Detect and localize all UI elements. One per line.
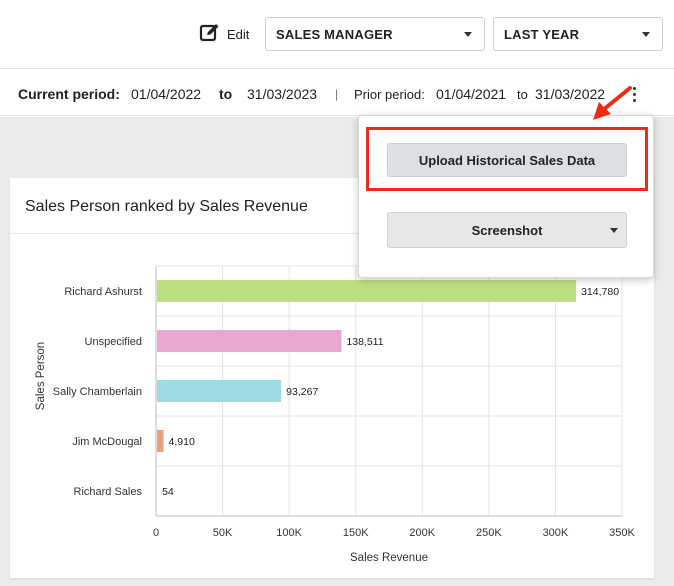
data-label: 4,910	[169, 436, 195, 448]
x-tick-label: 150K	[343, 527, 369, 539]
bar	[157, 280, 577, 302]
x-tick-label: 200K	[409, 527, 435, 539]
chevron-down-icon	[464, 32, 472, 37]
period-select[interactable]: LAST YEAR	[493, 17, 663, 51]
current-period-start: 01/04/2022	[131, 86, 202, 102]
y-tick-label: Unspecified	[85, 336, 142, 348]
bar	[157, 330, 342, 352]
current-period-label: Current period:	[18, 86, 120, 102]
more-options-icon[interactable]	[629, 85, 641, 103]
x-tick-label: 250K	[476, 527, 502, 539]
chevron-down-icon	[642, 32, 650, 37]
x-tick-label: 50K	[213, 527, 233, 539]
period-bar: Current period: 01/04/2022 to 31/03/2023…	[0, 68, 674, 116]
role-select[interactable]: SALES MANAGER	[265, 17, 485, 51]
current-period-end: 31/03/2023	[247, 86, 318, 102]
y-tick-label: Richard Sales	[74, 486, 143, 498]
x-tick-label: 300K	[543, 527, 569, 539]
data-label: 93,267	[286, 386, 318, 398]
period-separator: |	[335, 87, 339, 101]
x-tick-label: 350K	[609, 527, 635, 539]
data-label: 138,511	[346, 336, 383, 348]
x-axis-title: Sales Revenue	[350, 552, 428, 564]
upload-button-label: Upload Historical Sales Data	[418, 152, 596, 168]
bar	[157, 430, 164, 452]
options-popup: Upload Historical Sales Data Screenshot	[358, 115, 654, 278]
prior-period-end: 31/03/2022	[535, 86, 606, 102]
y-axis-title: Sales Person	[35, 342, 47, 410]
card-divider	[10, 233, 654, 234]
prior-period-to: to	[517, 87, 528, 102]
x-tick-label: 100K	[276, 527, 302, 539]
prior-period-start: 01/04/2021	[436, 86, 507, 102]
chevron-down-icon	[610, 228, 618, 233]
period-select-value: LAST YEAR	[504, 26, 580, 42]
screenshot-button-label: Screenshot	[471, 222, 543, 238]
upload-historical-sales-button[interactable]: Upload Historical Sales Data	[387, 143, 627, 177]
bar	[157, 380, 282, 402]
edit-label: Edit	[227, 26, 250, 42]
x-tick-label: 0	[153, 527, 159, 539]
y-tick-label: Richard Ashurst	[64, 286, 142, 298]
role-select-value: SALES MANAGER	[276, 26, 393, 42]
y-tick-label: Sally Chamberlain	[53, 386, 142, 398]
top-toolbar: Edit SALES MANAGER LAST YEAR	[0, 0, 674, 68]
screenshot-button[interactable]: Screenshot	[387, 212, 627, 248]
edit-button[interactable]: Edit	[199, 22, 249, 46]
prior-period-label: Prior period:	[354, 87, 425, 102]
y-tick-label: Jim McDougal	[72, 436, 142, 448]
card-title: Sales Person ranked by Sales Revenue	[25, 198, 308, 215]
data-label: 54	[162, 486, 174, 498]
edit-icon	[199, 21, 221, 48]
sales-revenue-chart: 0 50K 100K 150K 200K 250K 300K 350K Richard Ashu…	[35, 265, 636, 564]
data-label: 314,780	[581, 286, 619, 298]
current-period-to: to	[219, 86, 233, 102]
